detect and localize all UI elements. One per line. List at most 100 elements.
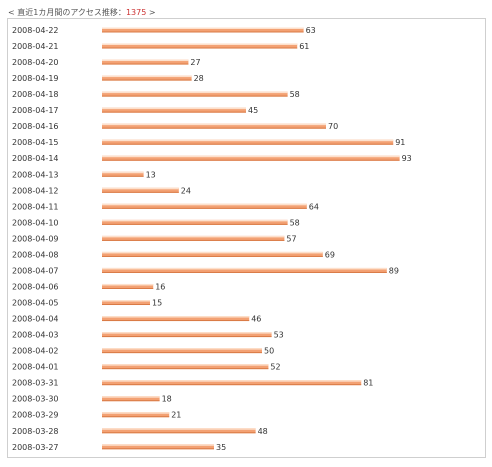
value-label: 15 <box>152 299 162 308</box>
date-label: 2008-04-08 <box>12 250 59 259</box>
date-label: 2008-03-31 <box>12 379 59 388</box>
bar-highlight <box>102 396 160 398</box>
value-label: 28 <box>194 74 204 83</box>
bar-highlight <box>102 364 269 366</box>
bar <box>102 412 170 418</box>
bar <box>102 155 400 161</box>
value-label: 27 <box>190 58 200 67</box>
bar-highlight <box>102 219 288 222</box>
bar-shadow <box>102 400 160 402</box>
bar-highlight <box>102 444 214 446</box>
bar-highlight <box>102 428 256 430</box>
value-label: 57 <box>286 234 296 243</box>
bar-shadow <box>102 127 326 129</box>
bar-highlight <box>102 107 246 110</box>
bar-shadow <box>102 271 387 273</box>
bar <box>102 59 189 65</box>
value-label: 52 <box>270 363 280 372</box>
bar-highlight <box>102 235 285 238</box>
value-label: 58 <box>290 218 300 227</box>
date-label: 2008-04-21 <box>12 42 59 51</box>
bar <box>102 235 285 241</box>
value-label: 61 <box>299 42 309 51</box>
chart-header: < 直近1カ月間のアクセス推移：1375 > <box>8 7 156 18</box>
date-label: 2008-03-30 <box>12 395 59 404</box>
bar-shadow <box>102 255 323 257</box>
date-label: 2008-03-29 <box>12 411 59 420</box>
bar-shadow <box>102 432 256 434</box>
date-label: 2008-04-20 <box>12 58 59 67</box>
bar-shadow <box>102 287 154 289</box>
bar-highlight <box>102 332 272 334</box>
bar-highlight <box>102 43 298 46</box>
bar-shadow <box>102 47 298 49</box>
bar <box>102 43 298 49</box>
date-label: 2008-04-16 <box>12 122 59 131</box>
value-label: 63 <box>306 26 316 35</box>
date-label: 2008-04-10 <box>12 218 59 227</box>
bar-shadow <box>102 352 262 354</box>
value-label: 81 <box>363 379 373 388</box>
bar <box>102 316 250 322</box>
bar-highlight <box>102 139 394 142</box>
value-label: 16 <box>155 282 165 291</box>
bar-shadow <box>102 95 288 97</box>
value-label: 50 <box>264 347 274 356</box>
value-label: 45 <box>248 106 258 115</box>
date-label: 2008-04-18 <box>12 90 59 99</box>
bar-shadow <box>102 31 304 33</box>
bar-highlight <box>102 155 400 158</box>
date-label: 2008-03-27 <box>12 443 59 452</box>
bar-highlight <box>102 348 262 350</box>
bar <box>102 251 323 257</box>
value-label: 13 <box>146 170 156 179</box>
bar-highlight <box>102 300 150 302</box>
date-label: 2008-04-05 <box>12 299 59 308</box>
bar <box>102 171 144 177</box>
date-label: 2008-04-03 <box>12 331 59 340</box>
value-label: 46 <box>251 315 261 324</box>
date-label: 2008-03-28 <box>12 427 59 436</box>
bar-highlight <box>102 412 170 414</box>
bar-shadow <box>102 111 246 113</box>
date-label: 2008-04-13 <box>12 170 59 179</box>
value-label: 58 <box>290 90 300 99</box>
header-prefix: < 直近1カ月間のアクセス推移： <box>8 8 126 17</box>
chart-panel: 2008-04-22 63 2008-04-21 61 2008-04-20 27 2008… <box>7 18 486 458</box>
bar <box>102 75 192 81</box>
bar-highlight <box>102 251 323 254</box>
header-total: 1375 <box>125 8 147 17</box>
bar <box>102 27 304 33</box>
value-label: 91 <box>395 138 405 147</box>
date-label: 2008-04-22 <box>12 26 59 35</box>
bar <box>102 283 154 289</box>
bar-shadow <box>102 304 150 306</box>
bar-shadow <box>102 191 179 193</box>
value-label: 69 <box>325 250 335 259</box>
bar-highlight <box>102 267 387 270</box>
bar-shadow <box>102 143 394 145</box>
date-label: 2008-04-14 <box>12 154 59 163</box>
bar <box>102 187 179 193</box>
value-label: 89 <box>389 266 399 275</box>
bar <box>102 444 214 450</box>
bar <box>102 203 307 209</box>
bar-shadow <box>102 63 189 65</box>
value-label: 48 <box>258 427 268 436</box>
value-label: 35 <box>216 443 226 452</box>
bar-shadow <box>102 207 307 209</box>
bar-highlight <box>102 203 307 206</box>
value-label: 18 <box>162 395 172 404</box>
bar-highlight <box>102 187 179 190</box>
date-label: 2008-04-04 <box>12 315 59 324</box>
bar <box>102 123 326 129</box>
bar-highlight <box>102 380 362 382</box>
value-label: 53 <box>274 331 284 340</box>
bar-shadow <box>102 448 214 450</box>
date-label: 2008-04-09 <box>12 234 59 243</box>
value-label: 24 <box>181 186 191 195</box>
date-label: 2008-04-12 <box>12 186 59 195</box>
value-label: 70 <box>328 122 338 131</box>
date-label: 2008-04-17 <box>12 106 59 115</box>
bar-highlight <box>102 59 189 62</box>
